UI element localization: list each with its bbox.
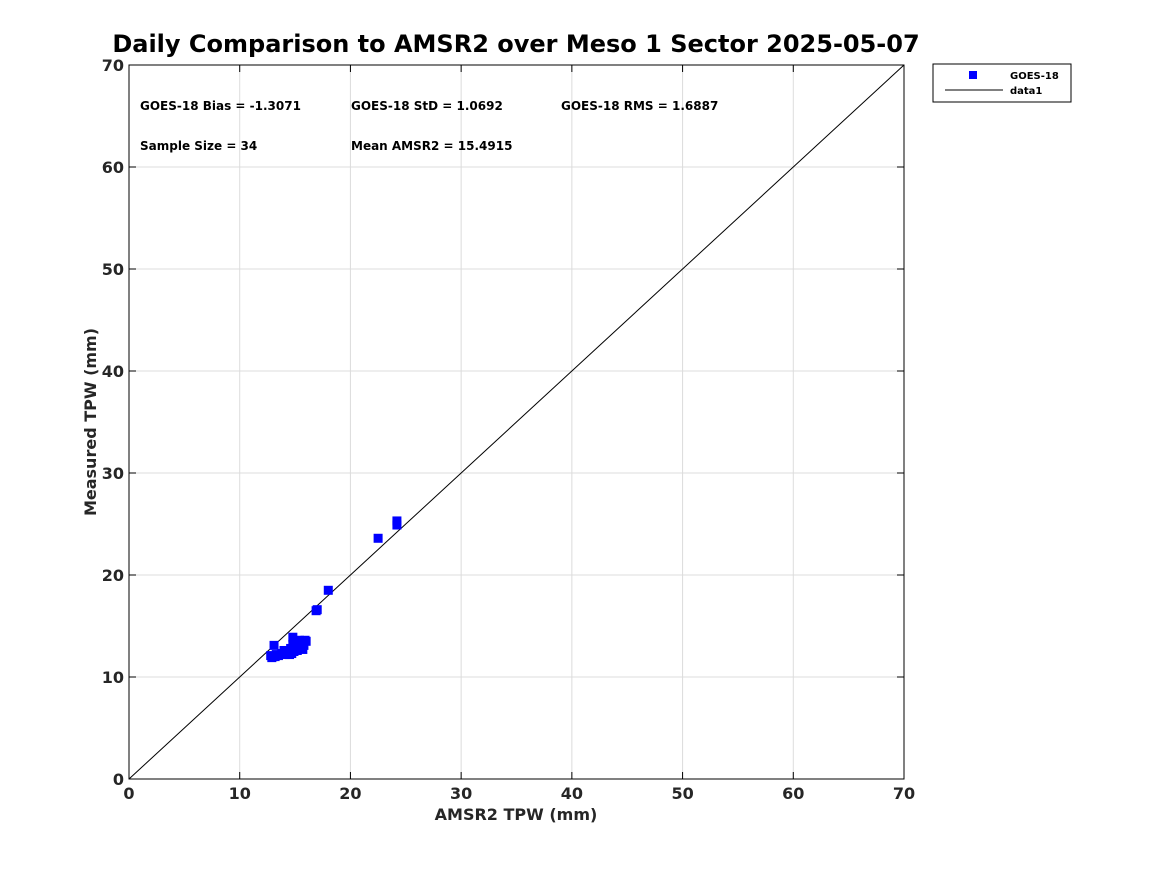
- x-tick-label: 30: [450, 784, 472, 803]
- y-tick-label: 60: [102, 158, 124, 177]
- y-tick-label: 40: [102, 362, 124, 381]
- y-tick-label: 30: [102, 464, 124, 483]
- x-axis-ticks: 0 10 20 30 40 50 60 70: [123, 65, 915, 803]
- annotation-mean-amsr2: Mean AMSR2 = 15.4915: [351, 139, 512, 153]
- x-tick-label: 10: [229, 784, 251, 803]
- y-axis-label: Measured TPW (mm): [81, 328, 100, 516]
- y-tick-label: 20: [102, 566, 124, 585]
- chart-title: Daily Comparison to AMSR2 over Meso 1 Se…: [112, 30, 919, 58]
- x-tick-label: 70: [893, 784, 915, 803]
- annotation-sample-size: Sample Size = 34: [140, 139, 257, 153]
- stats-annotations: GOES-18 Bias = -1.3071 GOES-18 StD = 1.0…: [140, 99, 718, 153]
- annotation-bias: GOES-18 Bias = -1.3071: [140, 99, 301, 113]
- legend-label-data1: data1: [1010, 86, 1042, 97]
- data-point-goes18: [288, 632, 298, 642]
- grid-lines: [128, 64, 905, 780]
- data-point-goes18: [392, 516, 402, 526]
- x-tick-label: 50: [671, 784, 693, 803]
- x-tick-label: 60: [782, 784, 804, 803]
- legend: GOES-18 data1: [932, 63, 1072, 103]
- plot-frame: [128, 64, 905, 780]
- data-point-goes18: [269, 640, 279, 650]
- data-point-goes18: [301, 636, 311, 646]
- annotation-rms: GOES-18 RMS = 1.6887: [561, 99, 718, 113]
- y-tick-label: 10: [102, 668, 124, 687]
- y-tick-label: 50: [102, 260, 124, 279]
- x-tick-label: 20: [339, 784, 361, 803]
- y-tick-label: 70: [102, 56, 124, 75]
- x-axis-label: AMSR2 TPW (mm): [435, 805, 598, 824]
- reference-line-layer: [128, 64, 905, 780]
- annotation-std: GOES-18 StD = 1.0692: [351, 99, 503, 113]
- data-point-goes18: [312, 605, 322, 615]
- x-tick-label: 40: [561, 784, 583, 803]
- data-points: [266, 516, 402, 663]
- legend-marker-goes18: [969, 71, 977, 79]
- x-tick-label: 0: [123, 784, 134, 803]
- data-point-goes18: [323, 585, 333, 595]
- data-point-goes18: [373, 533, 383, 543]
- legend-box: [932, 63, 1072, 103]
- reference-line-data1: [128, 64, 905, 780]
- y-axis-ticks: 0 10 20 30 40 50 60 70: [102, 56, 904, 789]
- legend-label-goes18: GOES-18: [1010, 71, 1059, 82]
- y-tick-label: 0: [113, 770, 124, 789]
